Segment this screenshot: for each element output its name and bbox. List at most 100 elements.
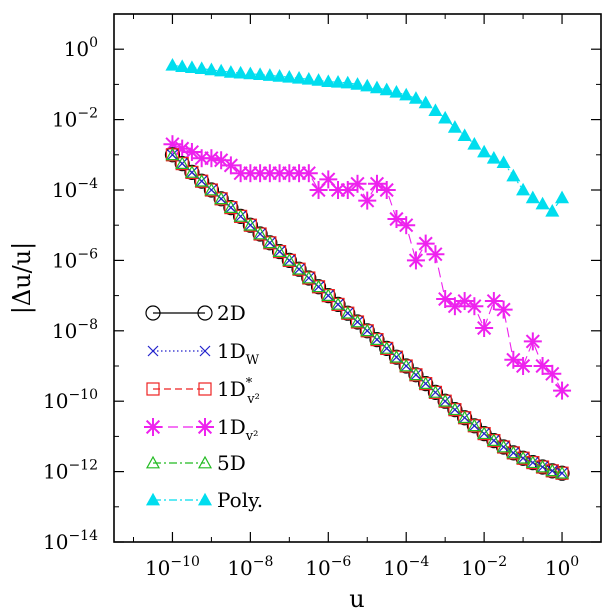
- data-point: [301, 72, 316, 85]
- data-point: [389, 349, 404, 363]
- triangle-marker: [525, 455, 540, 469]
- triangle-marker: [545, 463, 560, 477]
- data-point: [379, 341, 394, 354]
- triangle-marker: [418, 95, 433, 109]
- triangle-marker: [360, 78, 375, 92]
- y-tick-exponent: −10: [68, 387, 98, 403]
- cross-stroke: [537, 461, 548, 473]
- y-tick-exponent: −4: [77, 176, 98, 192]
- data-point: [475, 319, 494, 338]
- data-point: [283, 254, 295, 266]
- legend-label-main: 5D: [217, 451, 246, 475]
- legend-marker: [197, 305, 213, 321]
- data-point: [331, 297, 346, 310]
- data-point: [292, 70, 307, 84]
- triangle-marker: [467, 136, 482, 150]
- x-tick-exponent: 0: [570, 554, 579, 570]
- y-tick-base: 10: [64, 37, 89, 61]
- legend-marker: [146, 382, 160, 396]
- legend-item: 1DW: [147, 339, 260, 368]
- data-point: [184, 165, 199, 178]
- cross-stroke: [283, 254, 295, 266]
- triangle-marker: [243, 66, 258, 80]
- data-point: [313, 281, 324, 293]
- data-point: [447, 402, 462, 416]
- triangle-marker: [262, 235, 277, 249]
- x-tick-base: 10: [305, 556, 330, 580]
- data-point: [486, 150, 501, 164]
- legend-label: 1DW: [217, 339, 260, 368]
- data-point: [293, 263, 305, 275]
- triangle-marker: [145, 455, 161, 469]
- y-tick-label: 100: [64, 35, 98, 61]
- data-point: [272, 244, 287, 257]
- y-axis-title: |Δu/u|: [8, 242, 37, 315]
- data-point: [516, 182, 531, 196]
- cross-stroke: [527, 457, 539, 469]
- star-stroke: [408, 253, 424, 268]
- legend-label: 5D: [217, 451, 246, 475]
- triangle-marker: [418, 376, 433, 390]
- data-point: [194, 173, 209, 187]
- triangle-marker: [301, 270, 316, 284]
- triangle-marker: [516, 182, 531, 196]
- data-point: [176, 158, 188, 170]
- data-point: [556, 467, 568, 479]
- triangle-marker: [331, 297, 346, 310]
- x-tick-base: 10: [383, 556, 408, 580]
- legend-item: 5D: [145, 451, 246, 475]
- y-tick-label: 10−12: [43, 458, 98, 484]
- cross-stroke: [225, 202, 237, 214]
- cross-stroke: [517, 452, 529, 464]
- data-point: [467, 418, 482, 432]
- triangle-marker: [145, 492, 161, 506]
- legend-marker: [144, 418, 162, 436]
- star-stroke: [184, 144, 199, 160]
- star-stroke: [389, 211, 404, 227]
- data-point: [438, 393, 453, 407]
- star-stroke: [350, 176, 365, 191]
- star-stroke: [197, 419, 213, 435]
- legend-label-sub: W: [246, 353, 260, 368]
- triangle-marker: [282, 69, 297, 83]
- data-point: [428, 385, 443, 398]
- data-point: [348, 174, 367, 193]
- y-tick-base: 10: [43, 389, 68, 413]
- data-point: [516, 450, 531, 464]
- x-tick-label: 100: [545, 554, 579, 580]
- data-point: [420, 378, 432, 390]
- legend-marker: [145, 492, 161, 506]
- data-point: [371, 334, 383, 346]
- y-tick-exponent: −6: [77, 246, 98, 262]
- star-stroke: [340, 182, 355, 198]
- y-tick-label: 10−10: [43, 387, 98, 413]
- triangle-marker: [233, 209, 248, 222]
- star-stroke: [428, 247, 443, 262]
- x-tick-label: 10−10: [145, 554, 200, 580]
- legend-marker: [199, 345, 211, 357]
- cross-stroke: [439, 395, 451, 407]
- x-tick-exponent: −6: [331, 554, 352, 570]
- data-point: [484, 292, 503, 311]
- y-tick-base: 10: [52, 108, 77, 132]
- data-point: [418, 95, 433, 109]
- data-point: [194, 61, 209, 75]
- triangle-marker: [233, 65, 248, 79]
- triangle-marker: [311, 279, 326, 293]
- triangle-marker: [272, 244, 287, 257]
- legend-label-sub: v²: [245, 429, 259, 444]
- data-point: [527, 457, 539, 469]
- data-point: [369, 332, 385, 346]
- data-point: [439, 395, 451, 407]
- star-stroke: [399, 218, 414, 233]
- data-point: [517, 452, 529, 464]
- triangle-marker: [301, 72, 316, 85]
- data-point: [214, 63, 229, 77]
- triangle-marker: [262, 68, 277, 81]
- triangle-marker: [428, 103, 443, 117]
- x-tick-base: 10: [145, 556, 170, 580]
- legend-item: 1Dv²: [144, 415, 258, 444]
- x-tick-exponent: −2: [487, 554, 508, 570]
- data-point: [467, 136, 482, 150]
